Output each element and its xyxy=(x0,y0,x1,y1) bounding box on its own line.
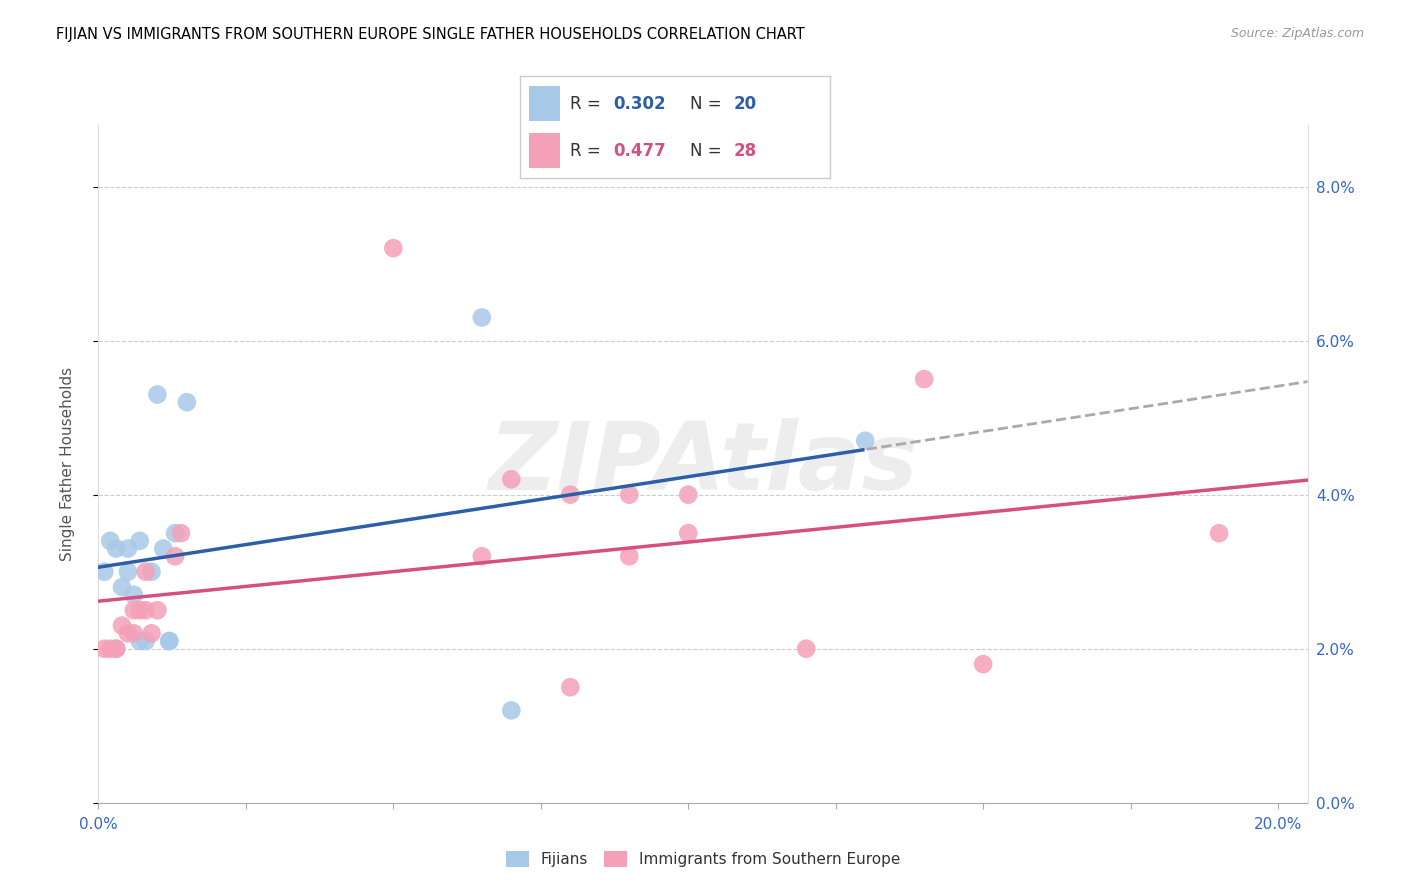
Point xyxy=(111,618,134,632)
Point xyxy=(382,241,405,255)
Point xyxy=(93,565,115,579)
Point xyxy=(146,387,169,401)
Point xyxy=(146,603,169,617)
Text: 0.477: 0.477 xyxy=(613,142,666,160)
Point xyxy=(141,565,163,579)
Point xyxy=(117,626,139,640)
Point xyxy=(170,526,193,541)
Point xyxy=(111,580,134,594)
Text: Source: ZipAtlas.com: Source: ZipAtlas.com xyxy=(1230,27,1364,40)
Point xyxy=(122,603,145,617)
Point xyxy=(117,541,139,556)
Point xyxy=(128,533,150,548)
Point xyxy=(157,634,180,648)
Text: FIJIAN VS IMMIGRANTS FROM SOUTHERN EUROPE SINGLE FATHER HOUSEHOLDS CORRELATION C: FIJIAN VS IMMIGRANTS FROM SOUTHERN EUROP… xyxy=(56,27,806,42)
Point xyxy=(141,626,163,640)
Point xyxy=(619,549,641,564)
Point xyxy=(853,434,876,448)
Text: 0.302: 0.302 xyxy=(613,95,665,112)
Point xyxy=(122,588,145,602)
Point xyxy=(678,488,700,502)
Point xyxy=(165,549,187,564)
Point xyxy=(1208,526,1230,541)
Point xyxy=(157,634,180,648)
Point xyxy=(93,641,115,656)
Point xyxy=(135,603,157,617)
Point xyxy=(135,634,157,648)
Point xyxy=(471,310,494,325)
Point xyxy=(560,680,582,694)
Point xyxy=(619,488,641,502)
Point xyxy=(105,541,128,556)
Bar xyxy=(530,133,561,168)
Point xyxy=(98,533,121,548)
Text: 20: 20 xyxy=(734,95,756,112)
Text: R =: R = xyxy=(569,142,606,160)
Point xyxy=(117,565,139,579)
Point xyxy=(912,372,935,386)
Point xyxy=(128,603,150,617)
Point xyxy=(152,541,174,556)
Point xyxy=(501,472,523,486)
Point xyxy=(105,641,128,656)
Point xyxy=(98,641,121,656)
Bar xyxy=(530,87,561,121)
Point xyxy=(794,641,817,656)
Point xyxy=(105,641,128,656)
Text: ZIPAtlas: ZIPAtlas xyxy=(488,417,918,510)
Point xyxy=(471,549,494,564)
Text: 28: 28 xyxy=(734,142,756,160)
Point xyxy=(165,526,187,541)
Text: N =: N = xyxy=(690,142,727,160)
Point xyxy=(678,526,700,541)
Point xyxy=(128,634,150,648)
Text: R =: R = xyxy=(569,95,606,112)
Y-axis label: Single Father Households: Single Father Households xyxy=(60,367,75,561)
Point xyxy=(122,626,145,640)
Point xyxy=(176,395,198,409)
Point xyxy=(560,488,582,502)
Point xyxy=(972,657,994,672)
Point xyxy=(135,565,157,579)
Legend: Fijians, Immigrants from Southern Europe: Fijians, Immigrants from Southern Europe xyxy=(499,845,907,873)
Point xyxy=(501,703,523,717)
Text: N =: N = xyxy=(690,95,727,112)
